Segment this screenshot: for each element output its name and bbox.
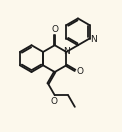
Text: N: N [91, 35, 97, 44]
Text: O: O [51, 97, 58, 106]
Text: N: N [63, 47, 70, 56]
Text: O: O [77, 67, 84, 76]
Text: O: O [51, 25, 58, 34]
